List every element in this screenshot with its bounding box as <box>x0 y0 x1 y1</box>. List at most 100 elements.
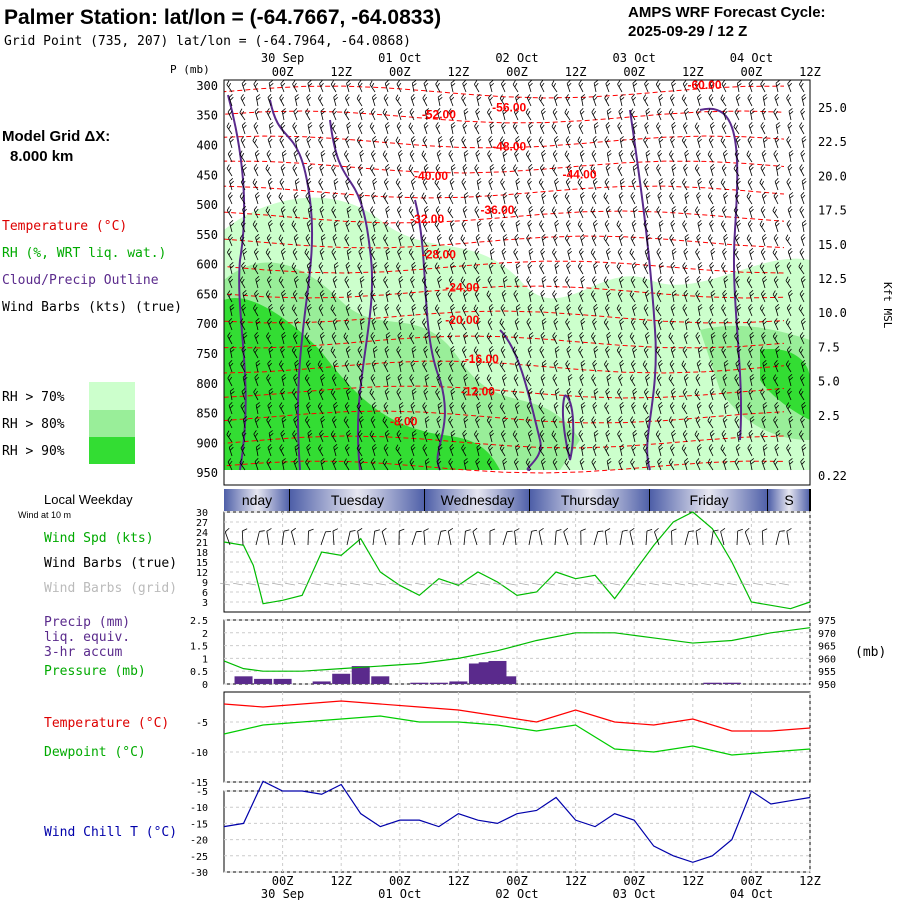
wind-barb-10m <box>463 529 471 546</box>
wind-barb <box>437 444 443 457</box>
wind-barb <box>747 178 753 191</box>
wind-barb <box>344 318 350 331</box>
wind-barb <box>617 430 623 443</box>
wind-barb <box>565 136 571 149</box>
wind-barb <box>565 220 571 233</box>
wind-barb <box>657 150 663 163</box>
wind-barb <box>254 150 260 163</box>
wind-barb <box>604 178 610 191</box>
height-tick-label: 5.0 <box>818 375 840 389</box>
wind-barb-10m <box>671 528 677 546</box>
wind-barb <box>371 234 377 247</box>
wind-barb <box>566 164 572 177</box>
wind-barb <box>254 108 260 121</box>
wind-barb <box>358 374 364 387</box>
wind-barb <box>566 304 572 317</box>
wind-barb <box>593 430 599 443</box>
wind-barb <box>226 430 233 443</box>
wind-barb <box>306 304 312 317</box>
wind-barb <box>317 402 324 415</box>
wind-barb <box>461 178 467 191</box>
wind-barb <box>475 192 481 205</box>
cloud-outline-3 <box>414 199 446 471</box>
wind-barb <box>643 388 649 401</box>
wind-barb <box>463 192 469 205</box>
wind-barb <box>411 262 417 275</box>
wind-barb <box>447 248 454 261</box>
wind-barb <box>279 262 285 275</box>
wind-barb <box>267 178 273 191</box>
wind-barb <box>734 458 740 471</box>
wind-barb <box>330 304 337 317</box>
wind-barb <box>370 248 376 261</box>
wind-barb <box>254 458 260 471</box>
wind-barb <box>241 346 247 359</box>
cycle-value: 2025-09-29 / 12 Z <box>628 23 747 40</box>
pressure-tick: 970 <box>818 629 836 640</box>
wind-barb <box>359 150 365 163</box>
wind-barb <box>657 234 663 247</box>
wind-barb <box>644 248 650 261</box>
wind-barb <box>294 94 300 107</box>
wind-barb <box>228 136 234 149</box>
wind-barb <box>541 360 547 373</box>
wind-barb <box>409 234 415 247</box>
wind-barb <box>317 360 324 373</box>
isotherm-label: -44.00 <box>562 167 596 181</box>
wind-barb <box>357 388 363 401</box>
wind-barb <box>552 416 558 429</box>
wind-barb <box>747 220 753 233</box>
isotherm-label: -48.00 <box>492 139 526 153</box>
wind-barb <box>241 262 246 275</box>
grid-barb <box>597 582 608 586</box>
wind-barb <box>255 318 261 331</box>
wind-barb <box>435 346 441 359</box>
wind-barb <box>798 388 805 401</box>
wind-barb-10m <box>775 530 785 546</box>
wind-barb <box>463 108 469 121</box>
wind-barb <box>539 122 545 135</box>
wind-barb <box>632 80 638 93</box>
wind-barb <box>226 80 233 93</box>
wind-barb <box>578 206 584 219</box>
wind-barb <box>229 262 235 275</box>
wind-barb <box>643 178 649 191</box>
wind-barb <box>526 318 532 331</box>
precip-bar <box>410 682 429 684</box>
wind-barb-10m <box>472 527 478 546</box>
wind-barb <box>397 150 403 163</box>
wind-barb <box>722 416 728 429</box>
wind-barb <box>475 150 481 163</box>
wind-barb <box>384 262 390 275</box>
grid-barb <box>740 582 751 586</box>
wind-barb <box>252 136 259 149</box>
wind-barb <box>722 248 727 261</box>
wind-barb <box>240 402 246 415</box>
wind-barb <box>762 360 768 373</box>
wind-barb <box>228 234 233 247</box>
wind-barb <box>344 234 350 247</box>
wind-barb <box>592 220 598 233</box>
wind-barb <box>356 444 363 457</box>
grid-barb <box>402 582 413 586</box>
wind-barb <box>749 458 755 471</box>
wind-barb <box>551 122 558 135</box>
wind-barb <box>281 108 287 121</box>
wind-barb <box>488 220 494 233</box>
wind-barb <box>642 360 649 373</box>
wind-barb <box>580 318 586 331</box>
wind-barb <box>356 136 363 149</box>
wind-barb <box>422 444 428 457</box>
wind-barb <box>748 346 754 359</box>
wind-barb <box>474 430 480 443</box>
wind-barb <box>501 122 506 135</box>
wind-barb <box>320 108 326 121</box>
wind-barb <box>278 318 285 331</box>
wind-barb <box>462 164 468 177</box>
wind-barb <box>643 444 649 457</box>
weekday-segment <box>425 489 530 511</box>
wind-barb <box>540 248 546 261</box>
wind-barb <box>422 262 428 275</box>
wind-barb <box>461 136 467 149</box>
wind-barb <box>437 94 443 107</box>
